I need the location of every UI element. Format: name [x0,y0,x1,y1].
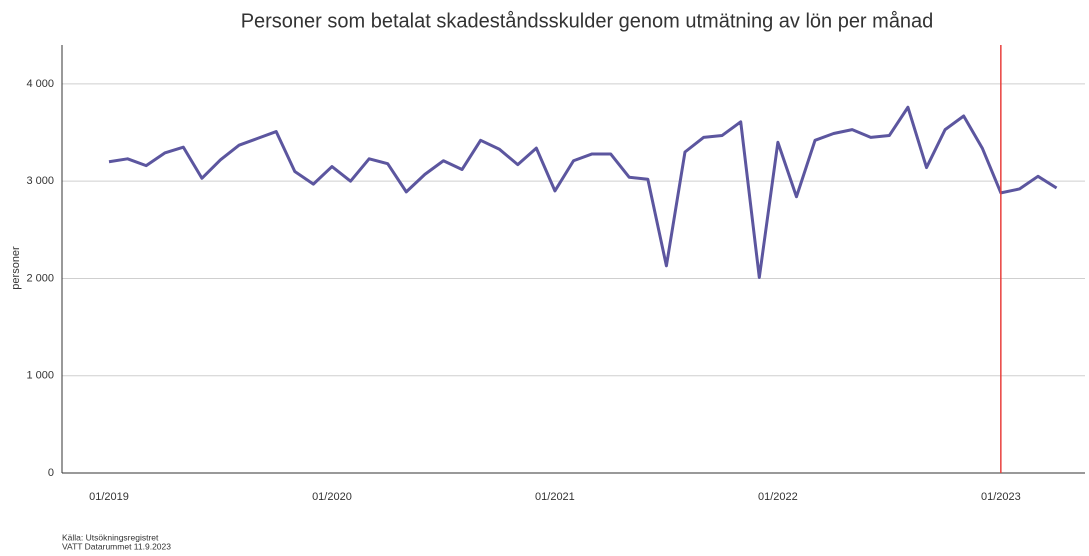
y-tick-label: 3 000 [26,175,54,187]
y-tick-label: 1 000 [26,370,54,382]
x-tick-label: 01/2023 [981,491,1021,503]
y-tick-label: 4 000 [26,78,54,90]
x-tick-label: 01/2022 [758,491,798,503]
source-line: VATT Datarummet 11.9.2023 [62,541,171,551]
chart-title: Personer som betalat skadeståndsskulder … [241,10,934,32]
x-tick-label: 01/2020 [312,491,352,503]
data-line [108,105,1058,279]
y-axis-label: personer [10,246,22,290]
x-tick-label: 01/2021 [535,491,575,503]
y-tick-label: 2 000 [26,272,54,284]
y-tick-label: 0 [48,467,54,479]
source-line: Källa: Utsökningsregistret [62,532,159,542]
x-tick-label: 01/2019 [89,491,129,503]
